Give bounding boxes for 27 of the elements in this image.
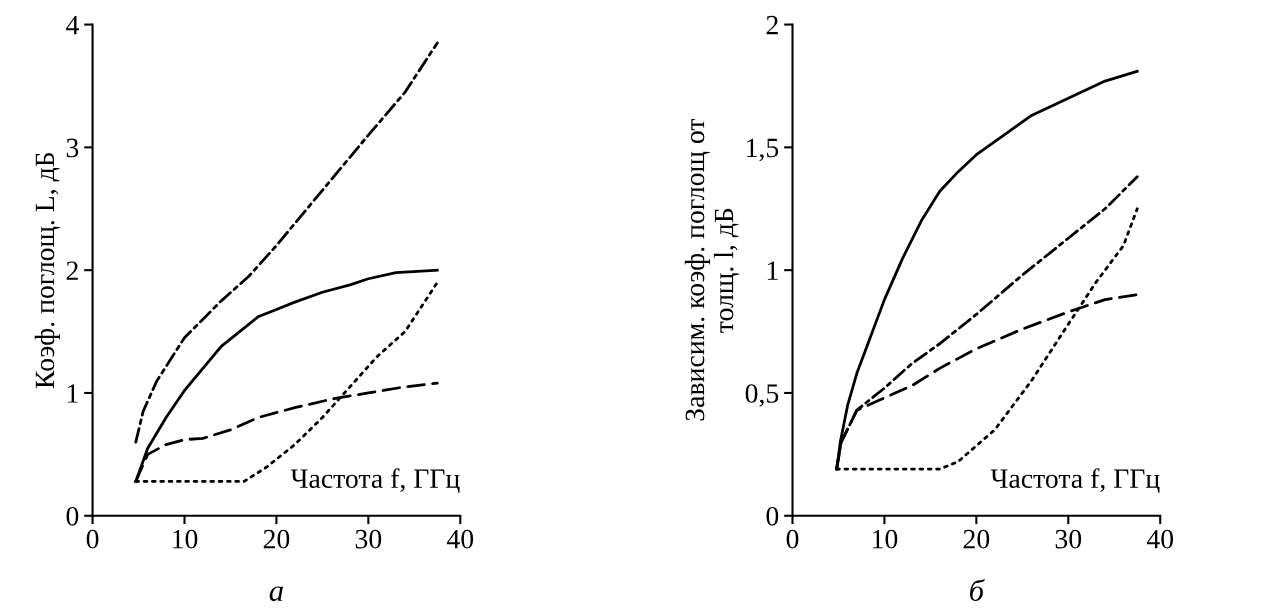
x-tick-label: 0 [786,529,799,549]
y-tick-label: 0,5 [745,384,779,407]
y-tick-label: 0 [766,506,779,526]
x-tick-label: 30 [1055,529,1082,549]
x-tick-label: 40 [1146,529,1174,549]
x-tick-label: 0 [86,529,99,549]
x-tick-label: 10 [173,529,198,549]
y-tick-label: 0 [66,506,79,526]
text: а [269,586,283,602]
x-tick-label: 10 [872,529,898,549]
x-tick-label: 40 [446,529,474,549]
y-tick-label: 4 [66,15,79,35]
x-tick-label: 30 [355,529,382,549]
y-tick-label: 1,5 [747,138,779,162]
y-tick-label: 1 [67,384,78,403]
y-tick-label: 3 [66,138,79,158]
text: б [970,578,985,602]
y-tick-label: 2 [66,261,78,280]
x-tick-label: 20 [263,529,290,549]
y-tick-label: 2 [766,15,778,35]
y-axis-title: Зависим. коэф. поглощ от толщ. l, дБ [684,118,739,421]
y-axis-title: Коэф. поглощ. L, дБ [34,152,60,389]
x-axis-title: Частота f, ГГц [290,468,460,494]
x-tick-label: 20 [963,529,990,549]
line-series [134,41,439,444]
x-axis-title: Частота f, ГГц [990,468,1160,494]
y-tick-label: 1 [767,261,778,280]
